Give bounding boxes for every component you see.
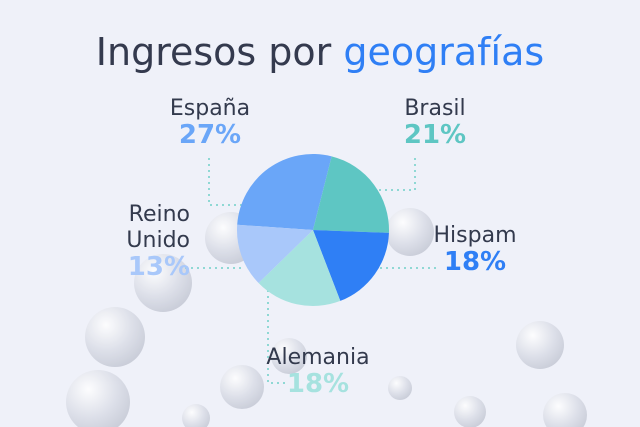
category-label: Brasil [404, 96, 466, 121]
pie-slice [237, 154, 332, 230]
category-label: Hispam [433, 223, 517, 248]
category-label: Alemania [266, 345, 370, 370]
leader-lines [185, 158, 440, 384]
value-label: 18% [443, 247, 507, 277]
slice-label: España 27% [145, 96, 275, 148]
slice-label: Alemania 18% [253, 345, 383, 397]
value-label: 27% [178, 120, 242, 150]
pie-slice [237, 224, 313, 284]
slice-label: Hispam 18% [410, 223, 540, 275]
title-highlight: geografías [343, 30, 545, 74]
category-label: Reino Unido [126, 202, 190, 253]
value-label: 13% [127, 252, 190, 282]
title-text: Ingresos por [95, 30, 332, 74]
value-label: 18% [286, 369, 350, 399]
value-label: 21% [403, 120, 467, 150]
slice-label: Reino Unido 13% [110, 202, 190, 280]
bubbles [66, 208, 587, 427]
chart-title: Ingresos por geografías [0, 30, 640, 74]
slice-label: Brasil 21% [370, 96, 500, 148]
pie-slice [313, 156, 389, 233]
pie-slice [258, 230, 341, 307]
category-label: España [169, 96, 251, 121]
pie-slice [313, 230, 389, 301]
pie [237, 154, 389, 307]
